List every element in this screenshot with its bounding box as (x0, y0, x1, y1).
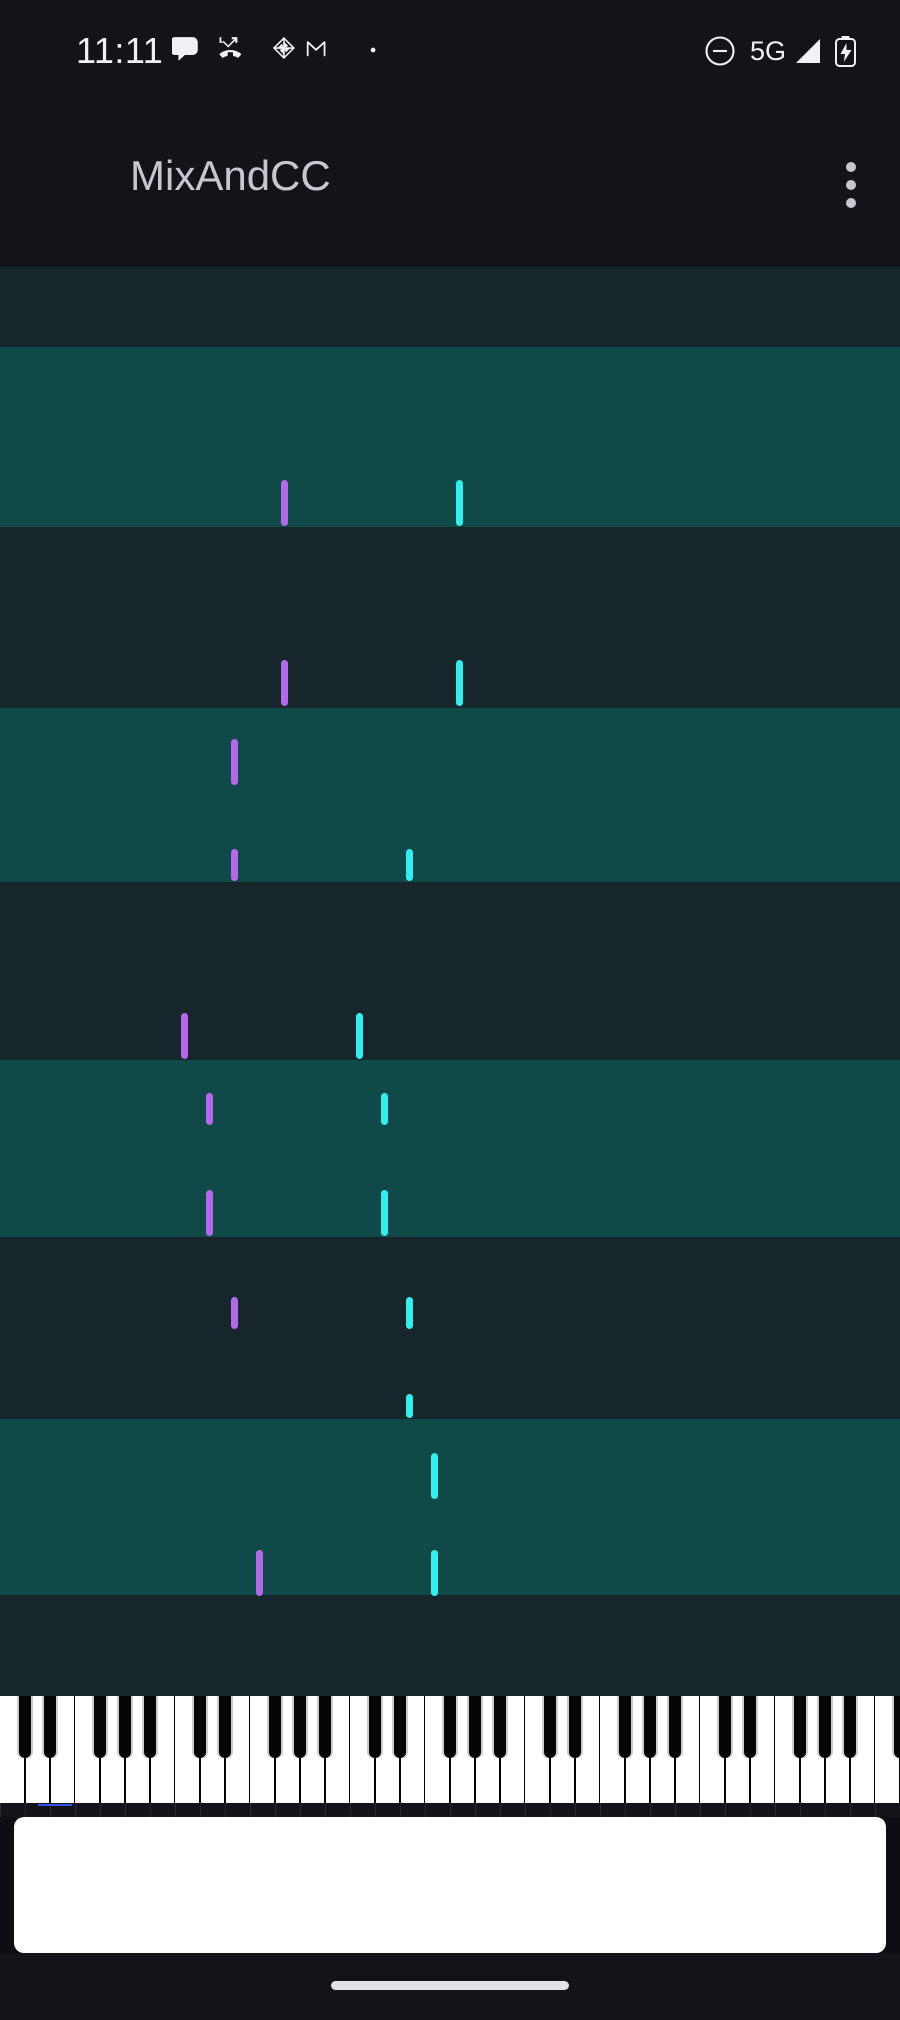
svg-text:5G: 5G (750, 36, 786, 66)
